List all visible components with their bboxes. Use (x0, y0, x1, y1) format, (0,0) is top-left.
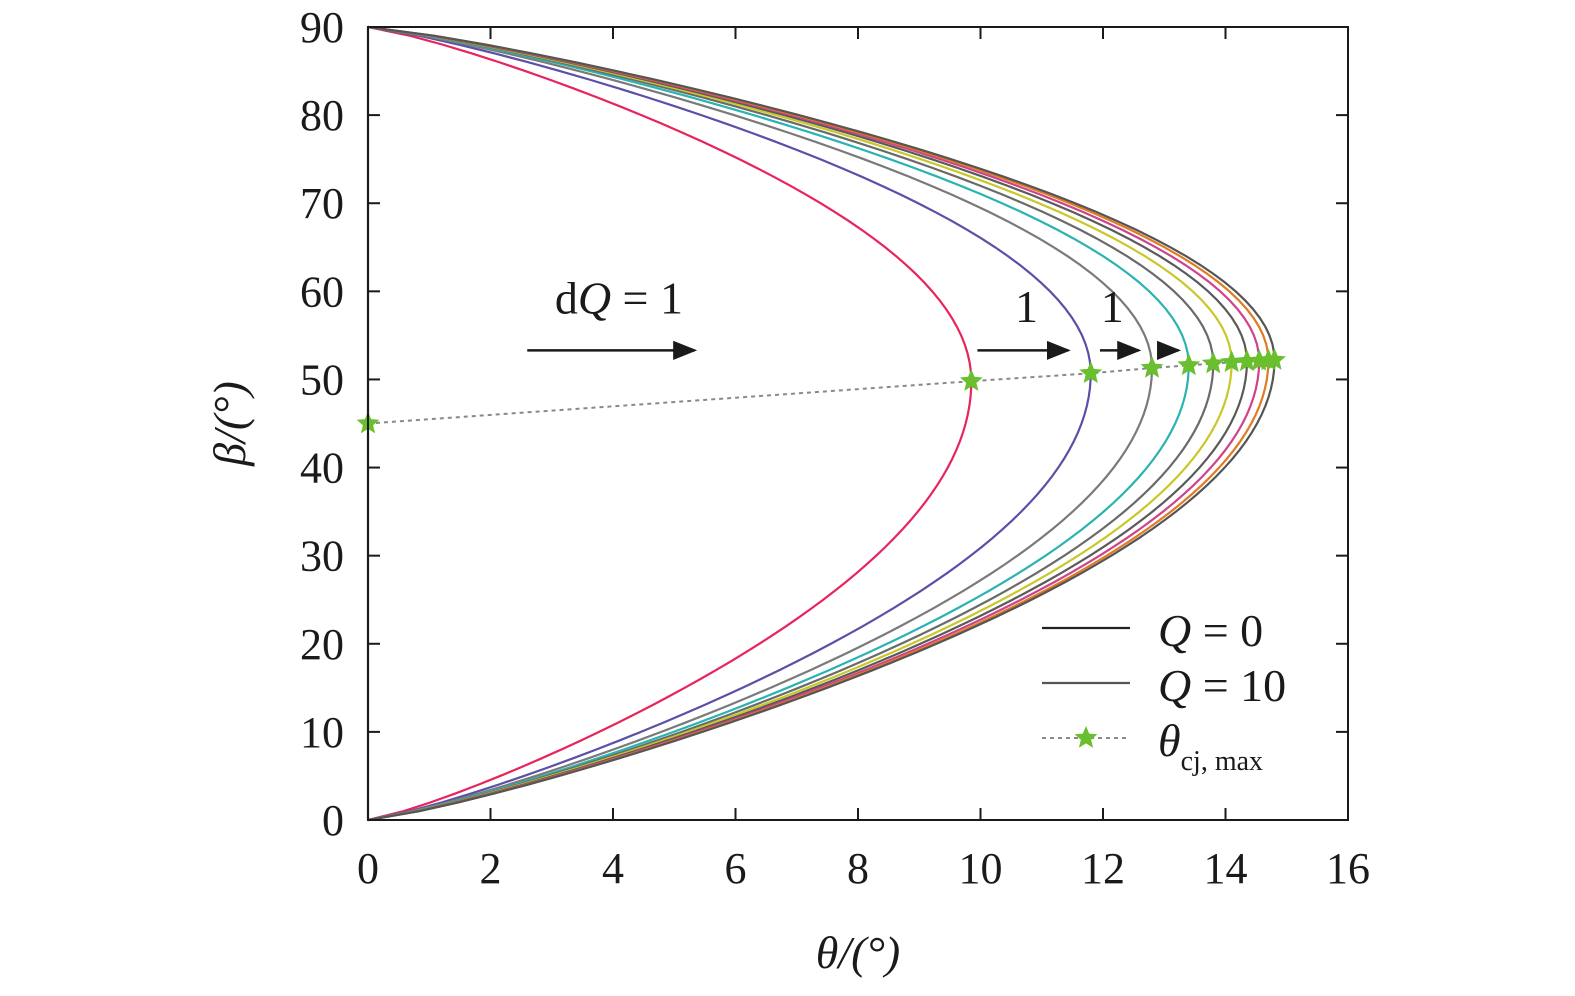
curve-q-4 (367, 25, 1190, 822)
y-tick-label: 90 (300, 3, 344, 52)
y-tick-label: 10 (300, 708, 344, 757)
x-tick-label: 2 (480, 844, 502, 893)
x-tick-label: 14 (1204, 844, 1248, 893)
y-tick-label: 20 (300, 620, 344, 669)
dq-var: Q (578, 272, 611, 323)
theta-cj-max-star (1263, 348, 1286, 370)
ticks-layer: 0 2 4 6 8 10 12 14 16 0 10 20 30 40 50 60 70 80 90 (300, 3, 1370, 893)
curve-q-7 (367, 25, 1249, 822)
x-tick-label: 4 (602, 844, 624, 893)
y-tick-label: 30 (300, 532, 344, 581)
y-tick-label: 80 (300, 91, 344, 140)
theta-cj-max-star (1201, 351, 1225, 374)
y-tick-label: 40 (300, 444, 344, 493)
x-axis-title: θ/(°) (816, 927, 900, 978)
x-tick-label: 0 (357, 844, 379, 893)
axis-titles: θ/(°) β/(°) (204, 381, 900, 978)
legend-rest: = 10 (1191, 660, 1286, 711)
legend-label-2: θcj, max (1158, 715, 1263, 777)
curve-q-3 (367, 25, 1154, 822)
theta-cj-max-star (1079, 361, 1103, 383)
markers-layer (356, 348, 1286, 434)
x-tick-label: 6 (725, 844, 747, 893)
x-tick-label: 8 (847, 844, 869, 893)
y-tick-label: 70 (300, 179, 344, 228)
curves-layer (366, 25, 1276, 822)
step-label-1: 1 (1015, 281, 1038, 332)
dq-label: dQ = 1 (555, 272, 683, 323)
theta-cj-max-star (1220, 350, 1243, 372)
y-axis-title: β/(°) (204, 381, 255, 467)
theta-cj-max-star (959, 369, 983, 391)
step-label-2: 1 (1101, 281, 1124, 332)
legend-label-1: Q = 10 (1158, 660, 1286, 711)
legend-var: Q (1158, 660, 1191, 711)
legend-label-0: Q = 0 (1158, 605, 1263, 656)
x-tick-label: 12 (1081, 844, 1125, 893)
curve-q-5 (367, 25, 1215, 822)
y-tick-label: 0 (322, 796, 344, 845)
curve-q-2 (367, 25, 1092, 822)
y-tick-label: 60 (300, 267, 344, 316)
legend-star-icon (1074, 726, 1098, 748)
theta-cj-max-star (1177, 353, 1201, 376)
y-tick-label: 50 (300, 355, 344, 404)
legend-sub: cj, max (1181, 746, 1263, 777)
curve-q-10 (367, 25, 1276, 822)
annotations-layer: dQ = 1 1 1 (527, 272, 1182, 360)
curve-q-1 (367, 25, 973, 822)
legend-var: θ (1158, 715, 1181, 766)
dq-rest: = 1 (611, 272, 683, 323)
curve-q-8 (367, 25, 1261, 822)
dq-prefix: d (555, 272, 578, 323)
theta-cj-max-star (1235, 349, 1259, 372)
x-tick-label: 16 (1326, 844, 1370, 893)
theta-cj-max-star (1140, 356, 1164, 378)
curve-q-6 (367, 25, 1233, 822)
x-tick-label: 10 (959, 844, 1003, 893)
legend-var: Q (1158, 605, 1191, 656)
legend-rest: = 0 (1191, 605, 1263, 656)
